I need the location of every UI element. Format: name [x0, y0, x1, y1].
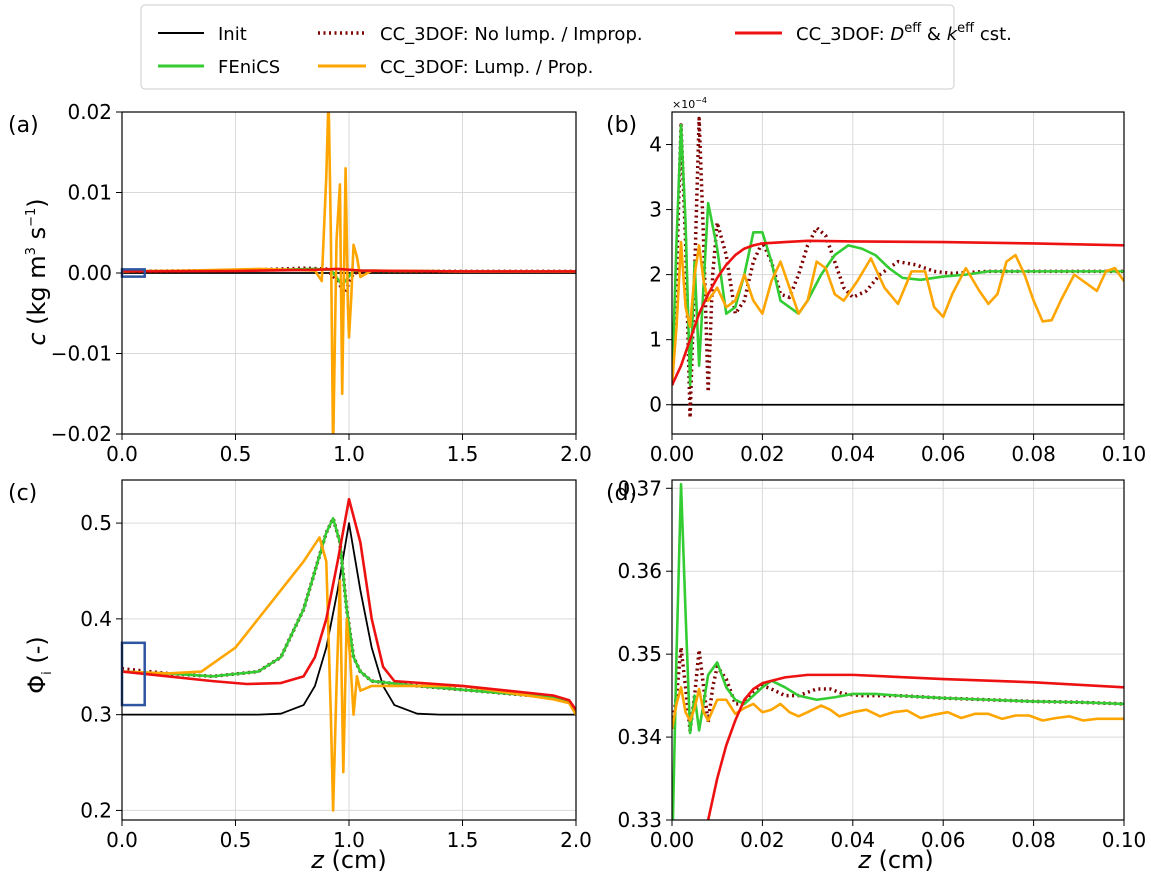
- x-tick-label: 0.04: [831, 828, 876, 852]
- legend: Init FEniCS CC_3DOF: No lump. / Improp. …: [140, 4, 1012, 90]
- panel-a-plot: 0.0 0.5 1.0 1.5 2.0 −0.02 −0.01 0.00 0.01 0.02: [51, 100, 592, 466]
- y-tick-label: 0.02: [67, 100, 112, 124]
- panel-label-b: (b): [606, 113, 637, 138]
- x-tick-label: 1.5: [447, 828, 479, 852]
- legend-label-lump: CC_3DOF: Lump. / Prop.: [380, 57, 593, 78]
- legend-label-init: Init: [218, 24, 247, 45]
- x-tick-label: 1.0: [333, 828, 365, 852]
- y-tick-label: 0.34: [617, 725, 662, 749]
- x-tick-label: 0.08: [1011, 442, 1056, 466]
- y-tick-label: −0.02: [51, 422, 112, 446]
- panel-c-plot: 0.0 0.5 1.0 1.5 2.0 0.2 0.3 0.4 0.5: [80, 479, 592, 852]
- y-tick-label: 0.5: [80, 511, 112, 535]
- series-group: [672, 482, 1124, 820]
- legend-label-nolump: CC_3DOF: No lump. / Improp.: [380, 24, 643, 45]
- x-tick-label: 1.0: [333, 442, 365, 466]
- series-fenics-line: [672, 123, 1124, 387]
- x-tick-label: 0.00: [650, 442, 695, 466]
- y-tick-label: 0.4: [80, 607, 112, 631]
- y-tick-label: 4: [649, 133, 662, 157]
- series-noLump-line: [672, 116, 1124, 420]
- legend-label-cst: CC_3DOF: Deff & keff cst.: [796, 21, 1012, 45]
- x-tick-label: 0.04: [831, 442, 876, 466]
- y-tick-label: 0.3: [80, 703, 112, 727]
- x-tick-label: 0.06: [921, 828, 966, 852]
- series-fenics-line: [672, 482, 1124, 820]
- y-tick-label: 3: [649, 198, 662, 222]
- panel-b-plot: 0.00 0.02 0.04 0.06 0.08 0.10 0 1 2 3 4: [649, 111, 1147, 466]
- x-tick-label: 2.0: [560, 442, 592, 466]
- panel-label-a: (a): [8, 113, 39, 138]
- x-tick-label: 0.5: [220, 442, 252, 466]
- series-lump-line: [122, 112, 576, 434]
- y-tick-label: 0.00: [67, 261, 112, 285]
- x-axis-label-c: z (cm): [310, 846, 387, 874]
- y-tick-label: 0.01: [67, 181, 112, 205]
- x-tick-label: 0.08: [1011, 828, 1056, 852]
- plot-frame: [671, 479, 1125, 821]
- x-axis-label-d: z (cm): [857, 846, 934, 874]
- y-tick-label: 0.33: [617, 808, 662, 832]
- y-tick-label: 0: [649, 393, 662, 417]
- x-tick-label: 0.10: [1102, 442, 1147, 466]
- panel-label-c: (c): [8, 481, 37, 506]
- series-init-line: [122, 522, 576, 716]
- y-tick-label: −0.01: [51, 342, 112, 366]
- x-tick-label: 0.02: [740, 442, 785, 466]
- x-tick-label: 0.06: [921, 442, 966, 466]
- x-tick-label: 0.5: [220, 828, 252, 852]
- series-cst-line: [706, 673, 1124, 820]
- series-lump-line: [672, 686, 1124, 730]
- series-lump-line: [672, 240, 1124, 386]
- y-tick-label: 0.37: [617, 476, 662, 500]
- y-tick-label: 2: [649, 263, 662, 287]
- series-cst-line: [672, 239, 1124, 386]
- panel-d-plot: 0.00 0.02 0.04 0.06 0.08 0.10 0.33 0.34 0.35 0.36…: [617, 476, 1147, 852]
- x-tick-label: 2.0: [560, 828, 592, 852]
- plot-frame: [671, 111, 1125, 435]
- series-cst-line: [122, 267, 576, 273]
- x-tick-label: 0.0: [106, 442, 138, 466]
- series-fenics-line: [122, 517, 576, 714]
- series-group: [672, 116, 1124, 420]
- legend-frame: [140, 4, 955, 90]
- y-axis-label-top: c (kg m3 s−1): [23, 198, 51, 345]
- x-tick-label: 0.00: [650, 828, 695, 852]
- series-group: [122, 497, 576, 812]
- panel-label-d: (d): [606, 481, 637, 506]
- y-tick-label: 0.36: [617, 559, 662, 583]
- y-tick-label: 0.35: [617, 642, 662, 666]
- y-tick-label: 0.2: [80, 798, 112, 822]
- y-tick-label: 1: [649, 328, 662, 352]
- y-axis-label-bottom: Φi (-): [23, 636, 55, 694]
- x-tick-label: 0.0: [106, 828, 138, 852]
- x-tick-label: 0.02: [740, 828, 785, 852]
- series-lump-line: [122, 536, 576, 812]
- x-tick-label: 0.10: [1102, 828, 1147, 852]
- series-cst-line: [122, 497, 576, 711]
- series-group: [122, 112, 576, 434]
- legend-label-fenics: FEniCS: [218, 57, 280, 78]
- panel-b-scale-label: ×10−4: [672, 96, 707, 111]
- x-tick-label: 1.5: [447, 442, 479, 466]
